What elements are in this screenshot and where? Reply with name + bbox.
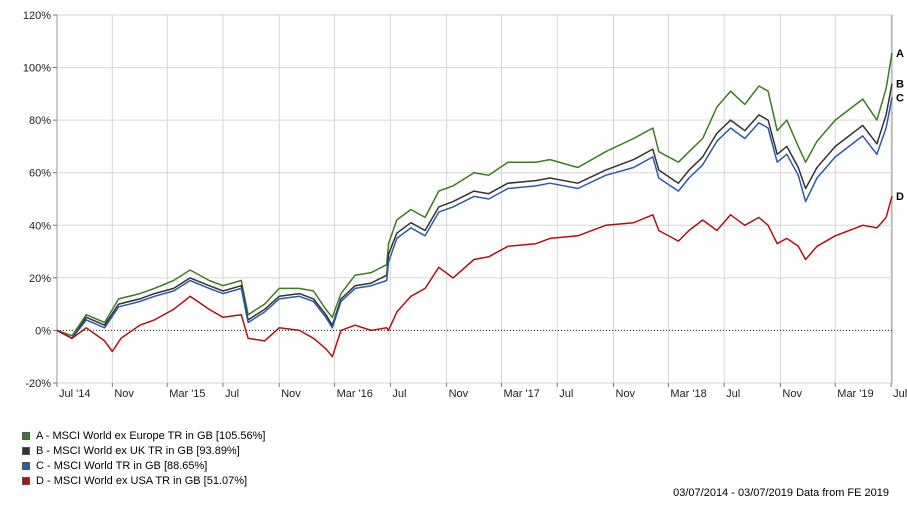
x-tick-label: Jul xyxy=(392,388,406,400)
series-line-d xyxy=(56,195,893,358)
x-axis: Jul '14 Nov Mar '15 Jul Nov Mar '16 Jul Nov Mar … xyxy=(56,383,907,400)
end-label-c: C xyxy=(896,92,904,104)
end-label-d: D xyxy=(896,191,904,203)
x-tick-label: Jul '14 xyxy=(59,388,90,400)
x-tick-label: Nov xyxy=(616,388,636,400)
legend-label-a: A - MSCI World ex Europe TR in GB [105.5… xyxy=(36,429,266,442)
legend-item-b: B - MSCI World ex UK TR in GB [93.89%] xyxy=(22,443,265,458)
y-tick-label: 40% xyxy=(29,220,51,232)
x-tick-label: Mar '19 xyxy=(837,388,873,400)
y-tick-label: 60% xyxy=(29,168,51,180)
legend-item-d: D - MSCI World ex USA TR in GB [51.07%] xyxy=(22,473,265,488)
grid xyxy=(57,14,892,384)
y-tick-label: -20% xyxy=(25,378,51,390)
legend-swatch-c xyxy=(22,461,30,470)
series-line-b xyxy=(56,83,893,340)
series-end-labels: A BC D xyxy=(896,48,904,203)
series-lines xyxy=(56,52,893,358)
x-tick-label: Mar '16 xyxy=(337,388,373,400)
plot-area xyxy=(56,14,893,384)
x-tick-label: Jul xyxy=(893,388,907,400)
legend-label-c: C - MSCI World TR in GB [88.65%] xyxy=(36,459,208,472)
legend-label-d: D - MSCI World ex USA TR in GB [51.07%] xyxy=(36,474,248,487)
y-tick-label: 80% xyxy=(29,115,51,127)
y-axis: -20% 0% 20% 40% 60% 80% 100% 120% xyxy=(23,10,57,390)
y-tick-label: 20% xyxy=(29,273,51,285)
legend-label-b: B - MSCI World ex UK TR in GB [93.89%] xyxy=(36,444,240,457)
legend-swatch-d xyxy=(22,476,30,485)
line-chart: A BC D -20% 0% 20% 40% 60% 80% 100% 120% Jul '14 N… xyxy=(23,10,907,400)
legend-item-c: C - MSCI World TR in GB [88.65%] xyxy=(22,458,265,473)
x-tick-label: Nov xyxy=(281,388,301,400)
x-tick-label: Jul xyxy=(559,388,573,400)
legend-item-a: A - MSCI World ex Europe TR in GB [105.5… xyxy=(22,428,265,443)
legend-swatch-b xyxy=(22,446,30,455)
end-label-a: A xyxy=(896,48,904,60)
legend: A - MSCI World ex Europe TR in GB [105.5… xyxy=(22,428,265,488)
x-tick-label: Mar '17 xyxy=(503,388,539,400)
series-line-c xyxy=(56,97,893,340)
x-tick-label: Mar '15 xyxy=(169,388,205,400)
x-tick-label: Nov xyxy=(782,388,802,400)
end-label-b: B xyxy=(896,79,904,91)
x-tick-label: Mar '18 xyxy=(670,388,706,400)
y-tick-label: 0% xyxy=(35,325,51,337)
series-line-a xyxy=(56,52,893,337)
y-tick-label: 100% xyxy=(23,63,51,75)
x-tick-label: Nov xyxy=(449,388,469,400)
x-tick-label: Nov xyxy=(114,388,134,400)
y-tick-label: 120% xyxy=(23,10,51,22)
legend-swatch-a xyxy=(22,431,30,440)
data-source-footer: 03/07/2014 - 03/07/2019 Data from FE 201… xyxy=(673,487,889,499)
x-tick-label: Jul xyxy=(225,388,239,400)
x-tick-label: Jul xyxy=(726,388,740,400)
